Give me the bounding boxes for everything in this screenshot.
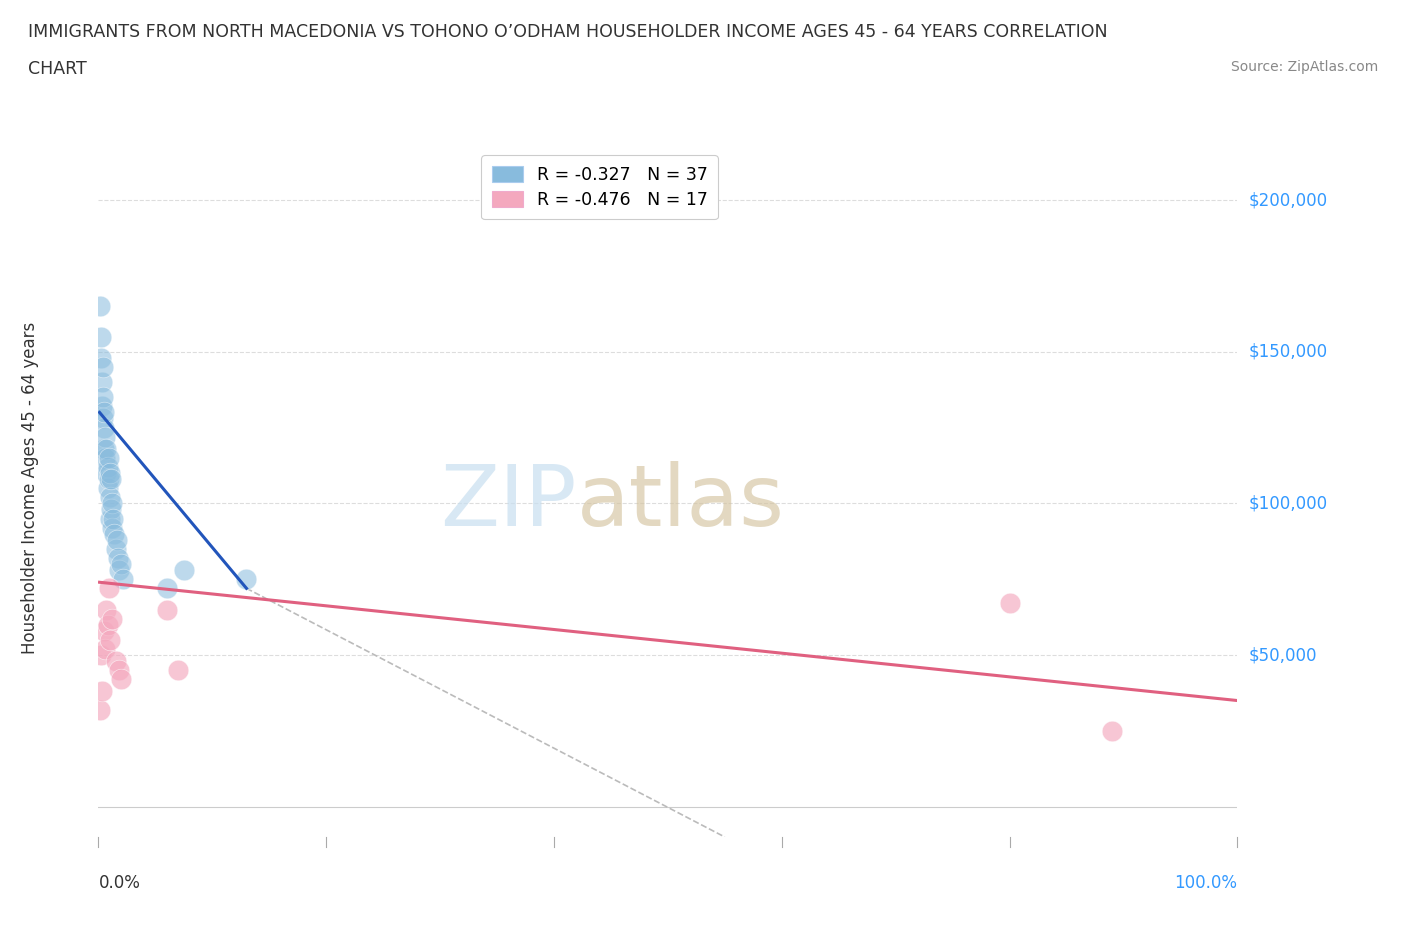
Point <box>98 466 121 481</box>
Point <box>112 572 135 587</box>
Text: $50,000: $50,000 <box>1249 646 1317 664</box>
Text: IMMIGRANTS FROM NORTH MACEDONIA VS TOHONO O’ODHAM HOUSEHOLDER INCOME AGES 45 - 6: IMMIGRANTS FROM NORTH MACEDONIA VS TOHON… <box>28 23 1108 41</box>
Point <box>96 618 118 632</box>
Point <box>89 702 111 717</box>
Legend: R = -0.327   N = 37, R = -0.476   N = 17: R = -0.327 N = 37, R = -0.476 N = 17 <box>481 155 718 219</box>
Point <box>108 563 131 578</box>
Point <box>101 611 124 626</box>
Point <box>101 496 124 511</box>
Point <box>90 399 112 414</box>
Point <box>100 502 122 517</box>
Point <box>108 663 131 678</box>
Point <box>97 472 120 486</box>
Point <box>103 526 125 541</box>
Text: $150,000: $150,000 <box>1249 343 1327 361</box>
Point <box>90 647 112 662</box>
Point <box>100 472 122 486</box>
Point <box>998 596 1021 611</box>
Point <box>1101 724 1123 738</box>
Point <box>96 442 118 457</box>
Point <box>96 481 118 496</box>
Point <box>97 450 120 465</box>
Point <box>173 563 195 578</box>
Point <box>90 329 112 344</box>
Point <box>90 351 112 365</box>
Point <box>98 490 121 505</box>
Point <box>156 602 179 617</box>
Text: atlas: atlas <box>576 460 785 544</box>
Point <box>93 405 115 419</box>
Point <box>91 390 114 405</box>
Text: Householder Income Ages 45 - 64 years: Householder Income Ages 45 - 64 years <box>21 322 39 655</box>
Point <box>94 450 117 465</box>
Point <box>235 572 257 587</box>
Point <box>167 663 190 678</box>
Point <box>103 512 125 526</box>
Point <box>96 466 118 481</box>
Point <box>96 459 118 474</box>
Text: CHART: CHART <box>28 60 87 78</box>
Text: ZIP: ZIP <box>440 460 576 544</box>
Point <box>90 375 112 390</box>
Point <box>93 442 115 457</box>
Point <box>98 632 121 647</box>
Point <box>105 532 128 547</box>
Point <box>107 551 129 565</box>
Point <box>93 420 115 435</box>
Point <box>90 684 112 698</box>
Point <box>104 654 127 669</box>
Point <box>101 520 124 535</box>
Point <box>98 512 121 526</box>
Text: $100,000: $100,000 <box>1249 495 1327 512</box>
Point <box>104 541 127 556</box>
Point <box>91 360 114 375</box>
Text: 100.0%: 100.0% <box>1174 874 1237 892</box>
Point <box>97 581 120 596</box>
Point <box>156 581 179 596</box>
Text: $200,000: $200,000 <box>1249 192 1327 209</box>
Point <box>94 430 117 445</box>
Point <box>93 623 115 638</box>
Text: Source: ZipAtlas.com: Source: ZipAtlas.com <box>1230 60 1378 74</box>
Point <box>91 411 114 426</box>
Point <box>110 557 132 572</box>
Point <box>94 642 117 657</box>
Point <box>96 602 118 617</box>
Point <box>110 671 132 686</box>
Text: 0.0%: 0.0% <box>98 874 141 892</box>
Point <box>89 299 111 313</box>
